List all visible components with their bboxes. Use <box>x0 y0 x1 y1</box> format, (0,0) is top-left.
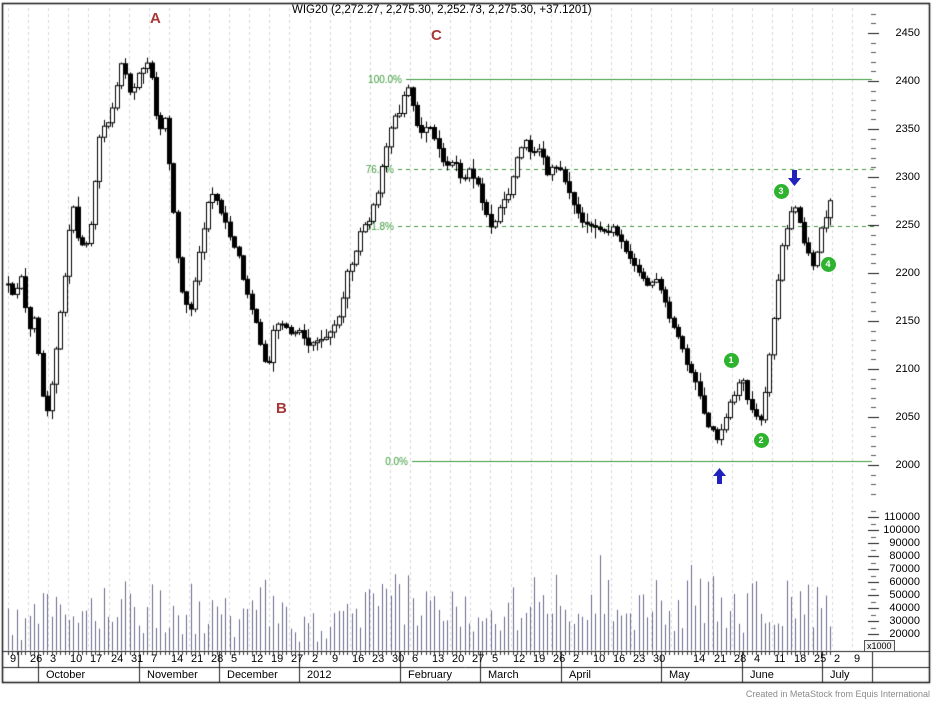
date-axis-day-label: 21 <box>191 653 204 665</box>
date-axis-day-label: 13 <box>432 653 445 665</box>
date-axis-day-label: 28 <box>734 653 747 665</box>
date-axis-day-label: 25 <box>814 653 827 665</box>
date-axis-day-label: 11 <box>774 653 786 665</box>
date-axis-day-label: 10 <box>70 653 83 665</box>
price-axis-label: 2100 <box>895 363 920 375</box>
volume-axis-label: 100000 <box>883 524 920 536</box>
date-axis-day-label: 5 <box>231 653 238 665</box>
volume-axis-label: 110000 <box>884 511 920 523</box>
date-axis-month-label: June <box>750 669 774 681</box>
date-axis-day-label: 2 <box>834 653 841 665</box>
volume-axis-label: 50000 <box>889 589 920 601</box>
price-axis-label: 2050 <box>895 411 920 423</box>
wave-point-circle-2: 2 <box>753 432 769 448</box>
elliott-label-b: B <box>276 400 287 417</box>
date-axis-day-label: 21 <box>714 653 727 665</box>
wave-point-circle-1: 1 <box>723 352 739 368</box>
date-axis-day-label: 17 <box>90 653 103 665</box>
date-axis-day-label: 14 <box>171 653 184 665</box>
date-axis-month-label: March <box>488 669 519 681</box>
price-axis-label: 2200 <box>895 267 920 279</box>
date-axis-day-label: 18 <box>794 653 807 665</box>
volume-axis-label: 90000 <box>889 537 920 549</box>
date-axis-day-label: 12 <box>251 653 264 665</box>
date-axis-month-label: 2012 <box>307 669 332 681</box>
date-axis-day-label: 28 <box>211 653 224 665</box>
elliott-label-a: A <box>150 10 161 27</box>
date-axis-month-label: December <box>227 669 278 681</box>
credit-footer: Created in MetaStock from Equis Internat… <box>745 689 930 699</box>
date-axis-day-label: 19 <box>271 653 284 665</box>
date-axis-day-label: 7 <box>151 653 158 665</box>
volume-axis-label: 60000 <box>889 576 920 588</box>
date-axis-month-label: May <box>669 669 690 681</box>
date-axis-day-label: 2 <box>573 653 580 665</box>
up-arrow-icon <box>712 468 726 484</box>
date-axis-month-label: April <box>569 669 592 681</box>
date-axis-month-label: February <box>408 669 453 681</box>
date-axis-day-label: 9 <box>854 653 861 665</box>
chart-title: WIG20 (2,272.27, 2,275.30, 2,252.73, 2,2… <box>292 4 592 16</box>
date-axis-day-label: 9 <box>10 653 17 665</box>
date-axis-day-label: 16 <box>613 653 626 665</box>
price-axis-label: 2000 <box>895 459 920 471</box>
volume-multiplier-badge: x1000 <box>864 640 895 652</box>
date-axis-day-label: 12 <box>513 653 526 665</box>
price-axis-label: 2350 <box>895 123 920 135</box>
date-axis-day-label: 2 <box>312 653 319 665</box>
date-axis-day-label: 10 <box>593 653 606 665</box>
elliott-label-c: C <box>431 27 442 44</box>
price-axis-label: 2250 <box>895 219 920 231</box>
date-axis-month-label: July <box>830 669 850 681</box>
date-axis-day-label: 31 <box>131 653 144 665</box>
date-axis-day-label: 4 <box>754 653 761 665</box>
volume-axis-label: 20000 <box>889 628 920 640</box>
date-axis-day-label: 9 <box>332 653 339 665</box>
price-axis-label: 2450 <box>895 27 920 39</box>
date-axis-day-label: 5 <box>492 653 499 665</box>
date-axis-day-label: 6 <box>412 653 419 665</box>
volume-axis-label: 30000 <box>889 615 920 627</box>
date-axis-day-label: 27 <box>472 653 485 665</box>
date-axis-day-label: 3 <box>50 653 57 665</box>
date-axis-day-label: 26 <box>30 653 43 665</box>
date-axis-day-label: 30 <box>392 653 405 665</box>
date-axis-day-label: 30 <box>653 653 666 665</box>
date-axis-day-label: 20 <box>452 653 465 665</box>
volume-axis-label: 80000 <box>889 550 920 562</box>
price-axis-label: 2300 <box>895 171 920 183</box>
date-axis-day-label: 23 <box>633 653 646 665</box>
date-axis-day-label: 24 <box>111 653 124 665</box>
date-axis-day-label: 26 <box>553 653 566 665</box>
wave-point-circle-4: 4 <box>820 256 836 272</box>
wave-point-circle-3: 3 <box>773 183 789 199</box>
date-axis-day-label: 23 <box>372 653 385 665</box>
date-axis-day-label: 14 <box>693 653 706 665</box>
volume-axis-label: 70000 <box>889 563 920 575</box>
volume-axis-label: 40000 <box>889 602 920 614</box>
date-axis-day-label: 16 <box>352 653 365 665</box>
date-axis-day-label: 27 <box>291 653 304 665</box>
date-axis-month-label: November <box>147 669 198 681</box>
date-axis-month-label: October <box>46 669 86 681</box>
down-arrow-icon <box>787 170 801 186</box>
price-axis-label: 2150 <box>895 315 920 327</box>
price-axis-label: 2400 <box>895 75 920 87</box>
date-axis-day-label: 19 <box>533 653 546 665</box>
